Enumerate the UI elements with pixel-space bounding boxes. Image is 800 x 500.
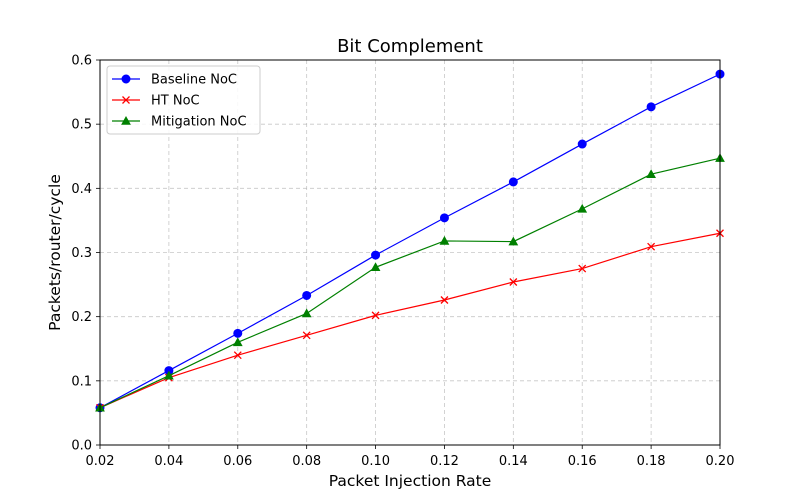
x-tick-label: 0.10 xyxy=(361,454,390,469)
legend: Baseline NoC HT NoC Mitigation NoC xyxy=(106,65,261,135)
data-point xyxy=(508,236,519,246)
x-tick-label: 0.12 xyxy=(430,454,459,469)
x-tick-label: 0.18 xyxy=(637,454,666,469)
data-point xyxy=(371,311,380,320)
series-line xyxy=(99,232,721,409)
data-point xyxy=(646,102,656,112)
legend-item: Mitigation NoC xyxy=(112,115,247,130)
data-point xyxy=(232,337,243,347)
x-tick-label: 0.08 xyxy=(292,454,321,469)
data-point xyxy=(370,262,381,272)
data-point xyxy=(233,328,243,338)
data-point xyxy=(509,278,518,286)
legend-label: HT NoC xyxy=(151,94,200,109)
data-point xyxy=(577,203,588,213)
y-tick-label: 0.1 xyxy=(71,374,92,389)
x-tick-label: 0.14 xyxy=(499,454,528,469)
series-ht-noc xyxy=(96,229,724,412)
legend-marker xyxy=(122,96,130,104)
data-point xyxy=(577,139,587,149)
legend-box xyxy=(106,65,261,135)
data-point xyxy=(371,250,381,260)
x-axis-ticks: 0.02 0.04 0.06 0.08 0.10 0.12 0.14 0.16 0.18 0.20 xyxy=(86,445,735,469)
series-mitigation-noc xyxy=(95,153,725,412)
legend-marker xyxy=(121,115,131,125)
data-point xyxy=(646,169,656,178)
x-axis-title: Packet Injection Rate xyxy=(329,472,492,490)
data-point xyxy=(440,296,449,304)
data-point xyxy=(647,242,656,251)
data-point xyxy=(302,290,312,300)
y-tick-label: 0.6 xyxy=(71,54,92,69)
legend-item: Baseline NoC xyxy=(112,73,237,88)
x-tick-label: 0.06 xyxy=(223,454,252,469)
x-tick-label: 0.16 xyxy=(568,454,597,469)
y-tick-label: 0.4 xyxy=(71,182,92,197)
data-point xyxy=(439,235,450,245)
legend-item: HT NoC xyxy=(112,94,200,109)
y-axis-ticks: 0.0 0.1 0.2 0.3 0.4 0.5 0.6 xyxy=(71,54,100,454)
data-point xyxy=(508,177,518,187)
y-axis-title: Packets/router/cycle xyxy=(46,174,64,331)
y-tick-label: 0.2 xyxy=(71,310,92,325)
chart-title: Bit Complement xyxy=(337,36,483,57)
series-line xyxy=(99,73,721,409)
legend-marker xyxy=(121,74,131,84)
data-point xyxy=(233,351,242,360)
data-point xyxy=(301,308,312,318)
data-point xyxy=(302,331,311,340)
x-tick-label: 0.04 xyxy=(154,454,183,469)
legend-label: Mitigation NoC xyxy=(151,115,247,130)
data-point xyxy=(164,370,174,380)
y-tick-label: 0.0 xyxy=(71,439,92,454)
legend-label: Baseline NoC xyxy=(151,73,237,88)
data-point xyxy=(439,213,449,223)
y-tick-label: 0.3 xyxy=(71,246,92,261)
x-tick-label: 0.20 xyxy=(706,454,735,469)
series-line xyxy=(99,157,721,409)
x-tick-label: 0.02 xyxy=(86,454,115,469)
data-point xyxy=(578,264,587,273)
y-tick-label: 0.5 xyxy=(71,118,92,133)
